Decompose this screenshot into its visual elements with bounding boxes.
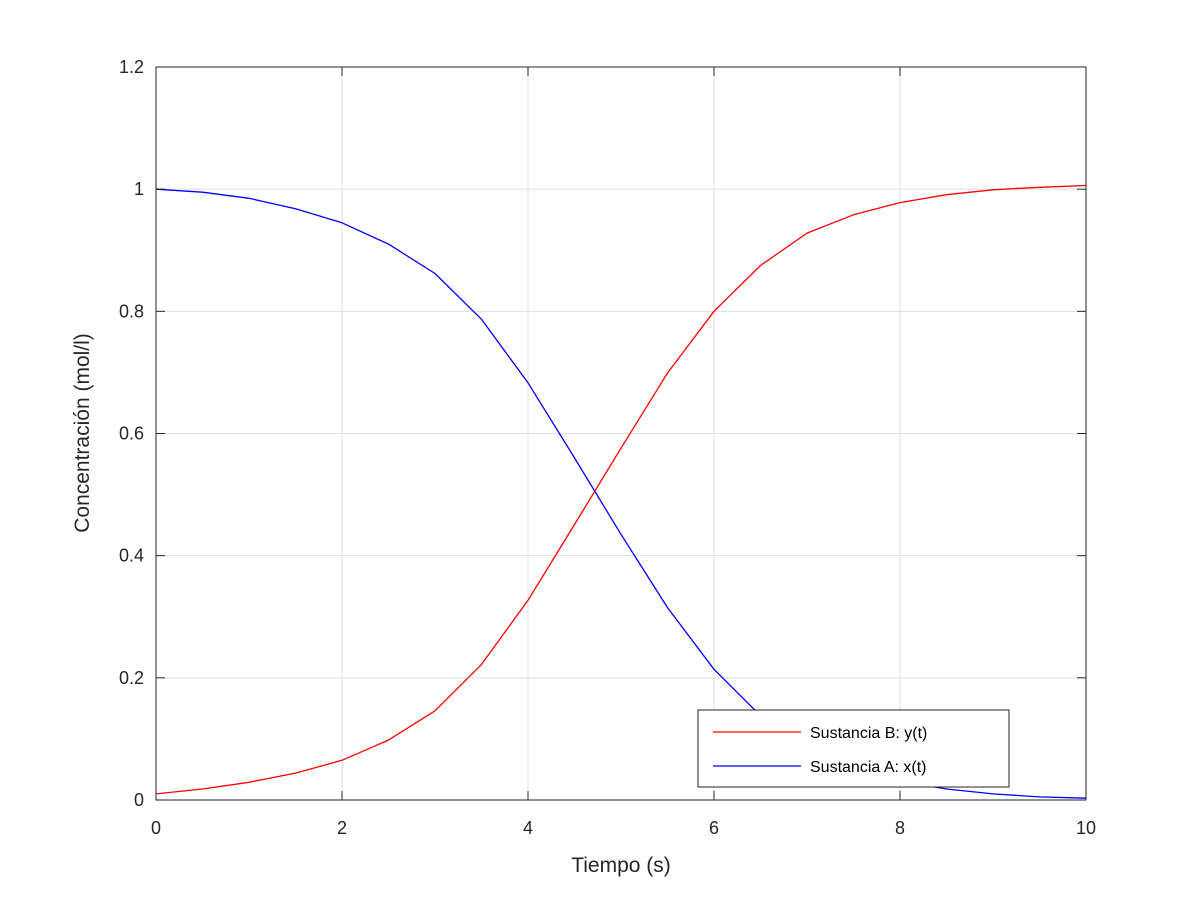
y-tick-label: 0.4 — [119, 546, 144, 566]
legend-item-label: Sustancia B: y(t) — [810, 725, 927, 742]
y-tick-label: 0.6 — [119, 424, 144, 444]
x-tick-label: 8 — [895, 818, 905, 838]
legend: Sustancia B: y(t) Sustancia A: x(t) — [697, 709, 1010, 788]
x-tick-label: 2 — [337, 818, 347, 838]
y-axis-label: Concentración (mol/l) — [71, 333, 94, 533]
x-tick-label: 4 — [523, 818, 533, 838]
legend-box — [697, 709, 1010, 788]
x-tick-label: 6 — [709, 818, 719, 838]
legend-item-label: Sustancia A: x(t) — [810, 759, 927, 776]
y-tick-label: 1 — [134, 179, 144, 199]
y-tick-label: 0 — [134, 790, 144, 810]
y-tick-labels: 0 0.2 0.4 0.6 0.8 1 1.2 — [119, 57, 144, 810]
x-tick-labels: 0 2 4 6 8 10 — [151, 818, 1096, 838]
y-tick-label: 0.8 — [119, 301, 144, 321]
y-tick-label: 1.2 — [119, 57, 144, 77]
tick-marks — [155, 66, 1087, 801]
y-tick-label: 0.2 — [119, 668, 144, 688]
x-tick-label: 0 — [151, 818, 161, 838]
x-axis-label: Tiempo (s) — [571, 854, 671, 877]
series-line-sustancia-b — [155, 184, 1087, 795]
x-tick-label: 10 — [1076, 818, 1096, 838]
